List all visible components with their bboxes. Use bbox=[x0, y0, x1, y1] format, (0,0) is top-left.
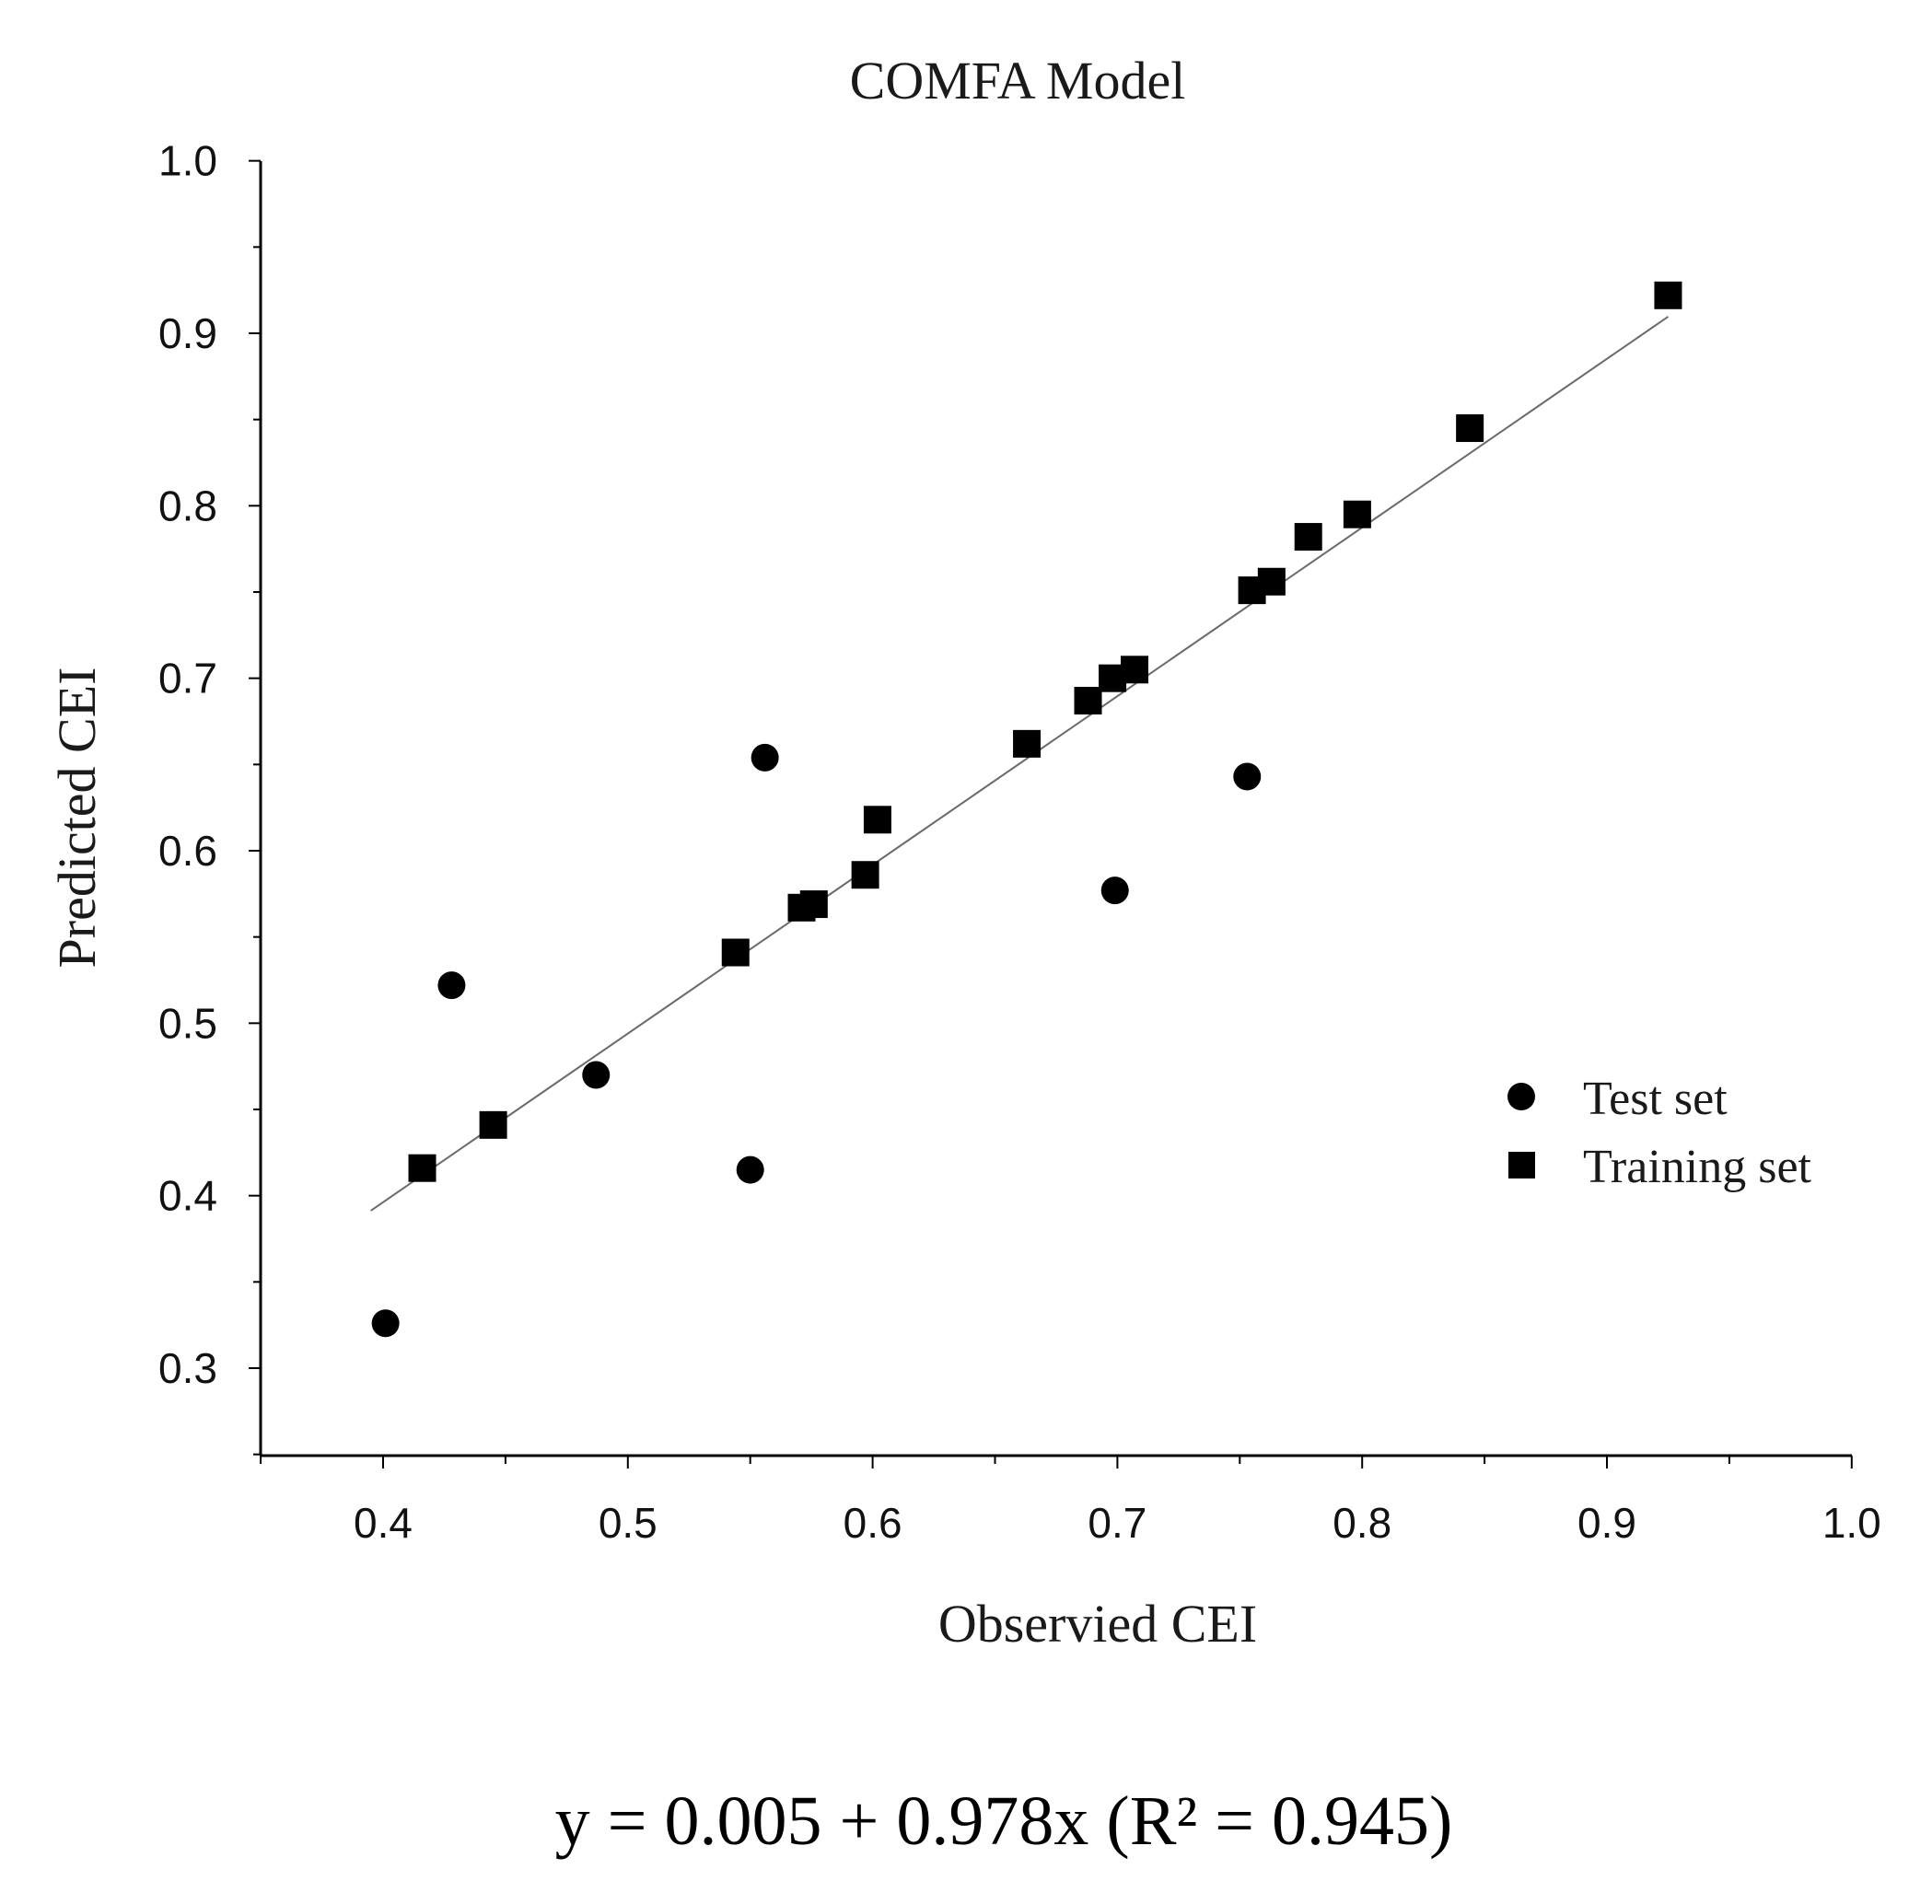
y-tick-label: 0.4 bbox=[158, 1172, 217, 1220]
test-set-point bbox=[1233, 762, 1262, 791]
training-set-point bbox=[1456, 414, 1484, 443]
x-tick-label: 0.5 bbox=[599, 1499, 658, 1547]
fit-line bbox=[370, 316, 1670, 1212]
test-set-point bbox=[751, 743, 779, 772]
training-set-point bbox=[479, 1110, 507, 1139]
y-tick-label: 0.8 bbox=[158, 482, 217, 529]
y-tick-label: 0.7 bbox=[158, 655, 217, 702]
y-tick-labels: 0.3 0.4 0.5 0.6 0.7 0.8 0.9 1.0 bbox=[158, 137, 217, 1392]
test-set-point bbox=[1100, 877, 1129, 905]
x-axis-title: Observied CEI bbox=[938, 1594, 1257, 1654]
training-set-point bbox=[1257, 567, 1286, 596]
test-set-point bbox=[437, 971, 466, 1000]
legend-training-set-marker bbox=[1508, 1152, 1535, 1178]
training-set-point bbox=[799, 890, 828, 919]
data-points bbox=[371, 281, 1682, 1338]
training-set-point bbox=[863, 806, 891, 834]
legend-training-set-label: Training set bbox=[1583, 1141, 1812, 1193]
test-set-point bbox=[582, 1061, 611, 1089]
regression-equation: y = 0.005 + 0.978x (R² = 0.945) bbox=[555, 1782, 1453, 1860]
test-set-point bbox=[371, 1309, 400, 1338]
fit-line-layer bbox=[370, 316, 1670, 1212]
y-tick-label: 0.5 bbox=[158, 999, 217, 1047]
x-tick-label: 1.0 bbox=[1822, 1499, 1881, 1547]
ticks bbox=[249, 159, 1853, 1469]
training-set-point bbox=[1121, 656, 1149, 684]
y-tick-label: 0.3 bbox=[158, 1344, 217, 1392]
legend-test-set-marker bbox=[1507, 1083, 1535, 1110]
y-tick-label: 0.9 bbox=[158, 309, 217, 357]
x-tick-labels: 0.4 0.5 0.6 0.7 0.8 0.9 1.0 bbox=[354, 1499, 1881, 1547]
x-tick-label: 0.4 bbox=[354, 1499, 413, 1547]
test-set-point bbox=[736, 1155, 764, 1184]
training-set-point bbox=[1074, 687, 1102, 715]
legend-test-set-label: Test set bbox=[1583, 1073, 1728, 1125]
training-set-point bbox=[408, 1154, 436, 1182]
training-set-point bbox=[1294, 523, 1322, 551]
training-set-point bbox=[721, 938, 750, 967]
training-set-point bbox=[1654, 281, 1682, 309]
x-tick-label: 0.9 bbox=[1577, 1499, 1636, 1547]
y-tick-label: 1.0 bbox=[158, 137, 217, 185]
x-tick-label: 0.8 bbox=[1333, 1499, 1391, 1547]
x-tick-label: 0.6 bbox=[844, 1499, 902, 1547]
training-set-point bbox=[851, 861, 879, 889]
legend: Test set Training set bbox=[1507, 1073, 1812, 1193]
axes bbox=[259, 161, 1852, 1457]
y-tick-label: 0.6 bbox=[158, 827, 217, 875]
training-set-point bbox=[1343, 500, 1371, 528]
x-tick-label: 0.7 bbox=[1088, 1499, 1146, 1547]
y-axis-title: Predicted CEI bbox=[47, 668, 107, 969]
training-set-point bbox=[1013, 729, 1042, 758]
chart-title: COMFA Model bbox=[850, 51, 1186, 110]
